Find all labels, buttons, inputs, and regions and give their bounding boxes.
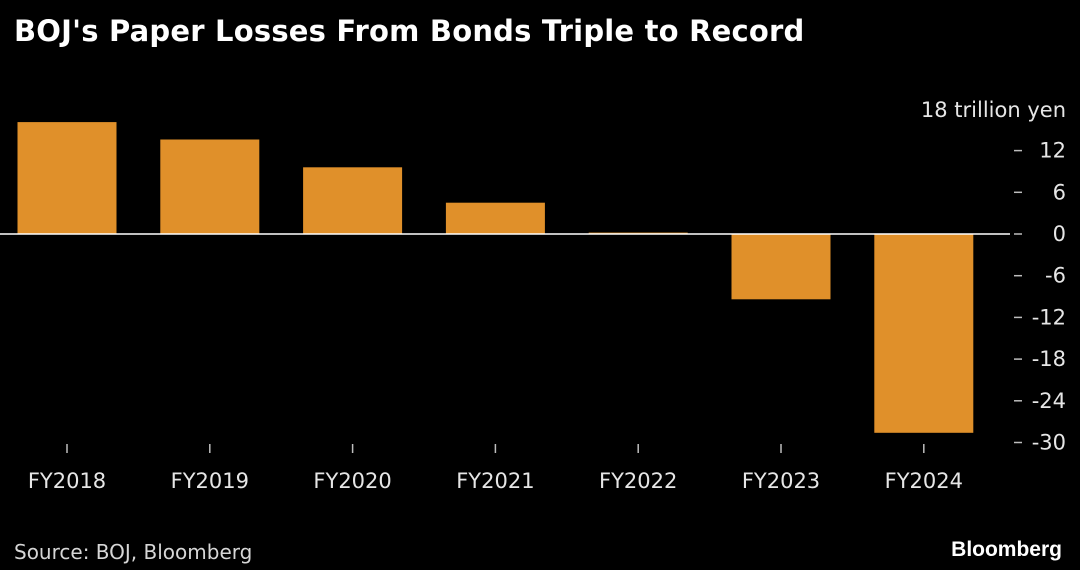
x-tick-label: FY2020 xyxy=(313,469,391,493)
bar-fy2023 xyxy=(731,234,831,300)
y-tick-label: 12 xyxy=(1039,139,1066,163)
bar-fy2024 xyxy=(874,234,974,433)
y-tick-label: -24 xyxy=(1032,389,1066,413)
bars-group xyxy=(17,122,974,433)
x-tick-label: FY2024 xyxy=(885,469,963,493)
bar-fy2018 xyxy=(17,122,117,234)
x-tick-label: FY2021 xyxy=(456,469,534,493)
source-note: Source: BOJ, Bloomberg xyxy=(14,540,253,564)
y-axis: 18 trillion yen 12 6 0 -6 -12 -18 -24 -30 xyxy=(921,98,1066,455)
y-tick-label: 0 xyxy=(1053,222,1066,246)
y-tick-label: -30 xyxy=(1032,431,1066,455)
y-tick-label: -12 xyxy=(1032,305,1066,329)
y-unit-label: 18 trillion yen xyxy=(921,98,1066,122)
x-tick-label: FY2023 xyxy=(742,469,820,493)
x-tick-label: FY2022 xyxy=(599,469,677,493)
bloomberg-logo: Bloomberg xyxy=(951,538,1062,561)
x-tick-label: FY2019 xyxy=(171,469,249,493)
bar-fy2021 xyxy=(445,202,545,234)
y-tick-label: -18 xyxy=(1032,347,1066,371)
chart-title: BOJ's Paper Losses From Bonds Triple to … xyxy=(14,14,805,48)
bar-fy2019 xyxy=(160,139,260,234)
y-tick-label: 6 xyxy=(1053,180,1066,204)
y-tick-label: -6 xyxy=(1045,264,1066,288)
bar-fy2020 xyxy=(303,167,403,234)
x-tick-label: FY2018 xyxy=(28,469,106,493)
x-axis: FY2018 FY2019 FY2020 FY2021 FY2022 FY2023 FY20… xyxy=(28,444,963,493)
